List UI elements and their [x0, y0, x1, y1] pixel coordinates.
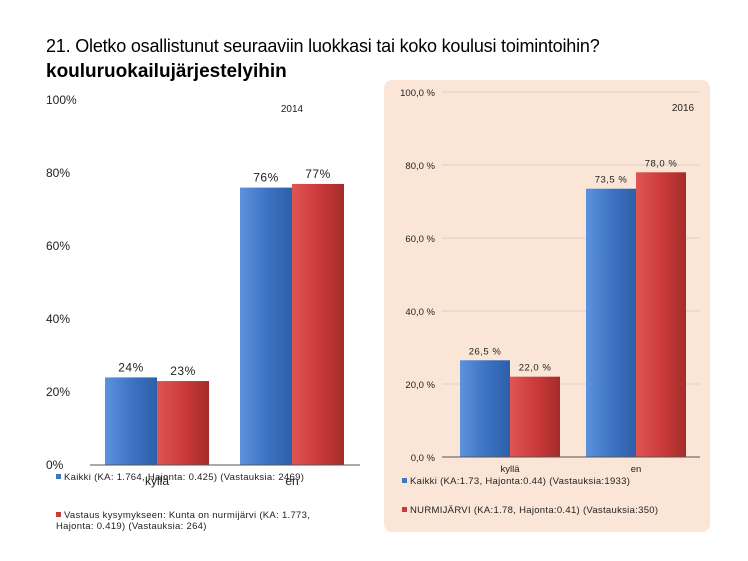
- y-tick-label: 40,0 %: [405, 307, 435, 318]
- data-label: 76%: [253, 171, 279, 185]
- legend-label: NURMIJÄRVI (KA:1.78, Hajonta:0.41) (Vast…: [410, 505, 659, 516]
- legend-label: Kaikki (KA: 1.764, Hajonta: 0.425) (Vast…: [64, 472, 305, 483]
- category-label: en: [631, 464, 642, 475]
- legend-swatch-blue: [56, 474, 61, 479]
- legend-swatch-blue: [402, 478, 407, 483]
- legend-label: Vastaus kysymykseen: Kunta on nurmijärvi…: [56, 510, 311, 532]
- chart-question-title: 21. Oletko osallistunut seuraaviin luokk…: [46, 36, 600, 56]
- legend-2016-series-2: NURMIJÄRVI (KA:1.78, Hajonta:0.41) (Vast…: [402, 505, 662, 516]
- category-label: kyllä: [145, 474, 169, 488]
- y-tick-label: 80,0 %: [405, 161, 435, 172]
- bar-blue: [586, 188, 636, 457]
- data-label: 26,5 %: [469, 346, 502, 357]
- chart-subject-title: kouluruokailujärjestelyihin: [46, 61, 287, 82]
- data-label: 24%: [118, 360, 144, 374]
- bar-red: [636, 172, 686, 458]
- bar-blue: [105, 377, 157, 465]
- data-label: 22,0 %: [519, 363, 552, 374]
- legend-2016-series-1: Kaikki (KA:1.73, Hajonta:0.44) (Vastauks…: [402, 476, 702, 487]
- category-label: kyllä: [500, 464, 520, 475]
- bar-red: [157, 381, 209, 465]
- data-label: 78,0 %: [645, 158, 678, 169]
- chart-year-label: 2016: [672, 103, 695, 114]
- y-tick-label: 20,0 %: [405, 380, 435, 391]
- legend-label: Kaikki (KA:1.73, Hajonta:0.44) (Vastauks…: [410, 476, 631, 487]
- data-label: 73,5 %: [595, 175, 628, 186]
- bar-blue: [460, 360, 510, 457]
- y-tick-label: 60%: [46, 239, 70, 253]
- y-tick-label: 40%: [46, 312, 70, 326]
- chart-year-label: 2014: [281, 104, 304, 115]
- y-tick-label: 0,0 %: [411, 453, 436, 464]
- bar-red: [510, 376, 560, 457]
- y-tick-label: 60,0 %: [405, 234, 435, 245]
- y-tick-label: 0%: [46, 458, 64, 472]
- legend-2014-series-2: Vastaus kysymykseen: Kunta on nurmijärvi…: [56, 510, 346, 532]
- y-tick-label: 100%: [46, 93, 77, 107]
- legend-swatch-red: [402, 507, 407, 512]
- y-tick-label: 80%: [46, 166, 70, 180]
- category-label: en: [285, 474, 298, 488]
- bar-red: [292, 183, 344, 465]
- legend-swatch-red: [56, 512, 61, 517]
- y-tick-label: 20%: [46, 385, 70, 399]
- data-label: 77%: [305, 167, 331, 181]
- bar-blue: [240, 187, 292, 465]
- data-label: 23%: [170, 364, 196, 378]
- legend-2014-series-1: Kaikki (KA: 1.764, Hajonta: 0.425) (Vast…: [56, 472, 346, 483]
- chart-2014: 0% 20% 40% 60% 80% 100% 24% 23% kyllä 76% 77% en 201…: [46, 93, 360, 488]
- y-tick-label: 100,0 %: [400, 88, 435, 99]
